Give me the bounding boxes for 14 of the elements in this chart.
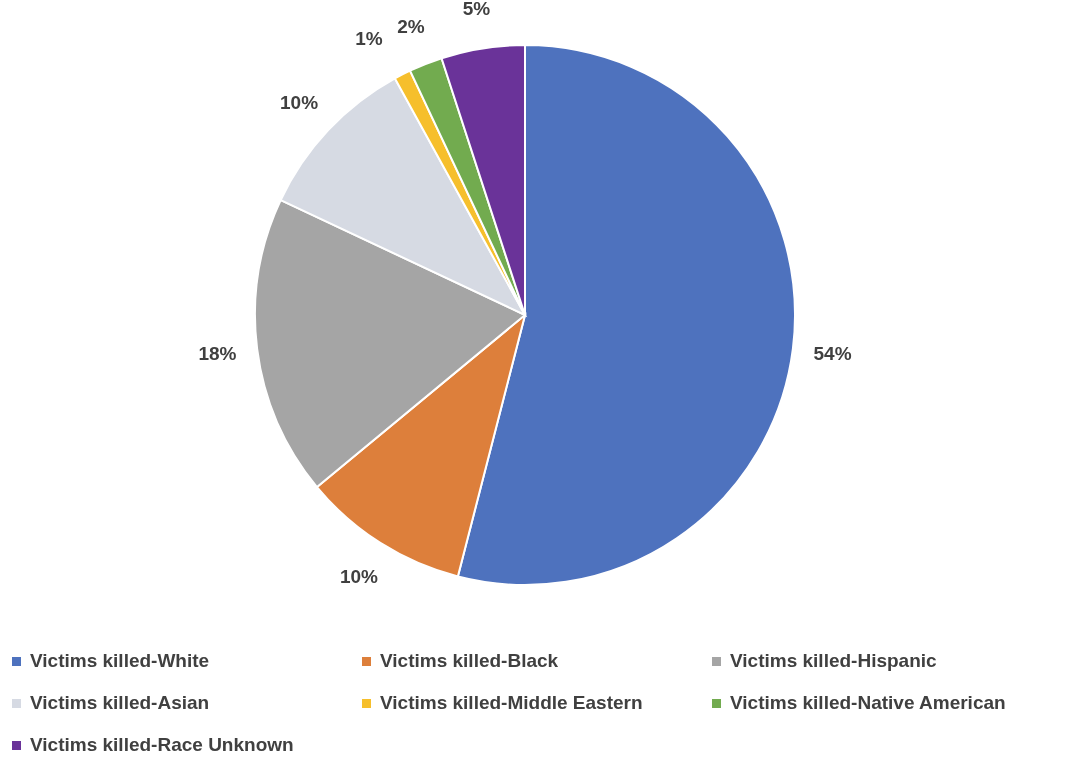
data-label: 10%	[280, 91, 319, 113]
legend-label: Victims killed-Hispanic	[730, 650, 938, 671]
legend-label: Victims killed-Middle Eastern	[380, 692, 643, 713]
data-label: 54%	[813, 342, 852, 364]
legend-label: Victims killed-Native American	[730, 692, 1006, 713]
legend-label: Victims killed-Race Unknown	[30, 734, 294, 755]
legend-label: Victims killed-Asian	[30, 692, 210, 713]
data-label: 10%	[339, 565, 379, 587]
legend-label: Victims killed-Black	[380, 650, 559, 671]
data-label: 18%	[198, 342, 237, 364]
legend-label: Victims killed-White	[30, 650, 210, 671]
data-label: 2%	[397, 15, 425, 37]
data-label: 5%	[462, 0, 491, 19]
data-label: 1%	[355, 27, 383, 49]
